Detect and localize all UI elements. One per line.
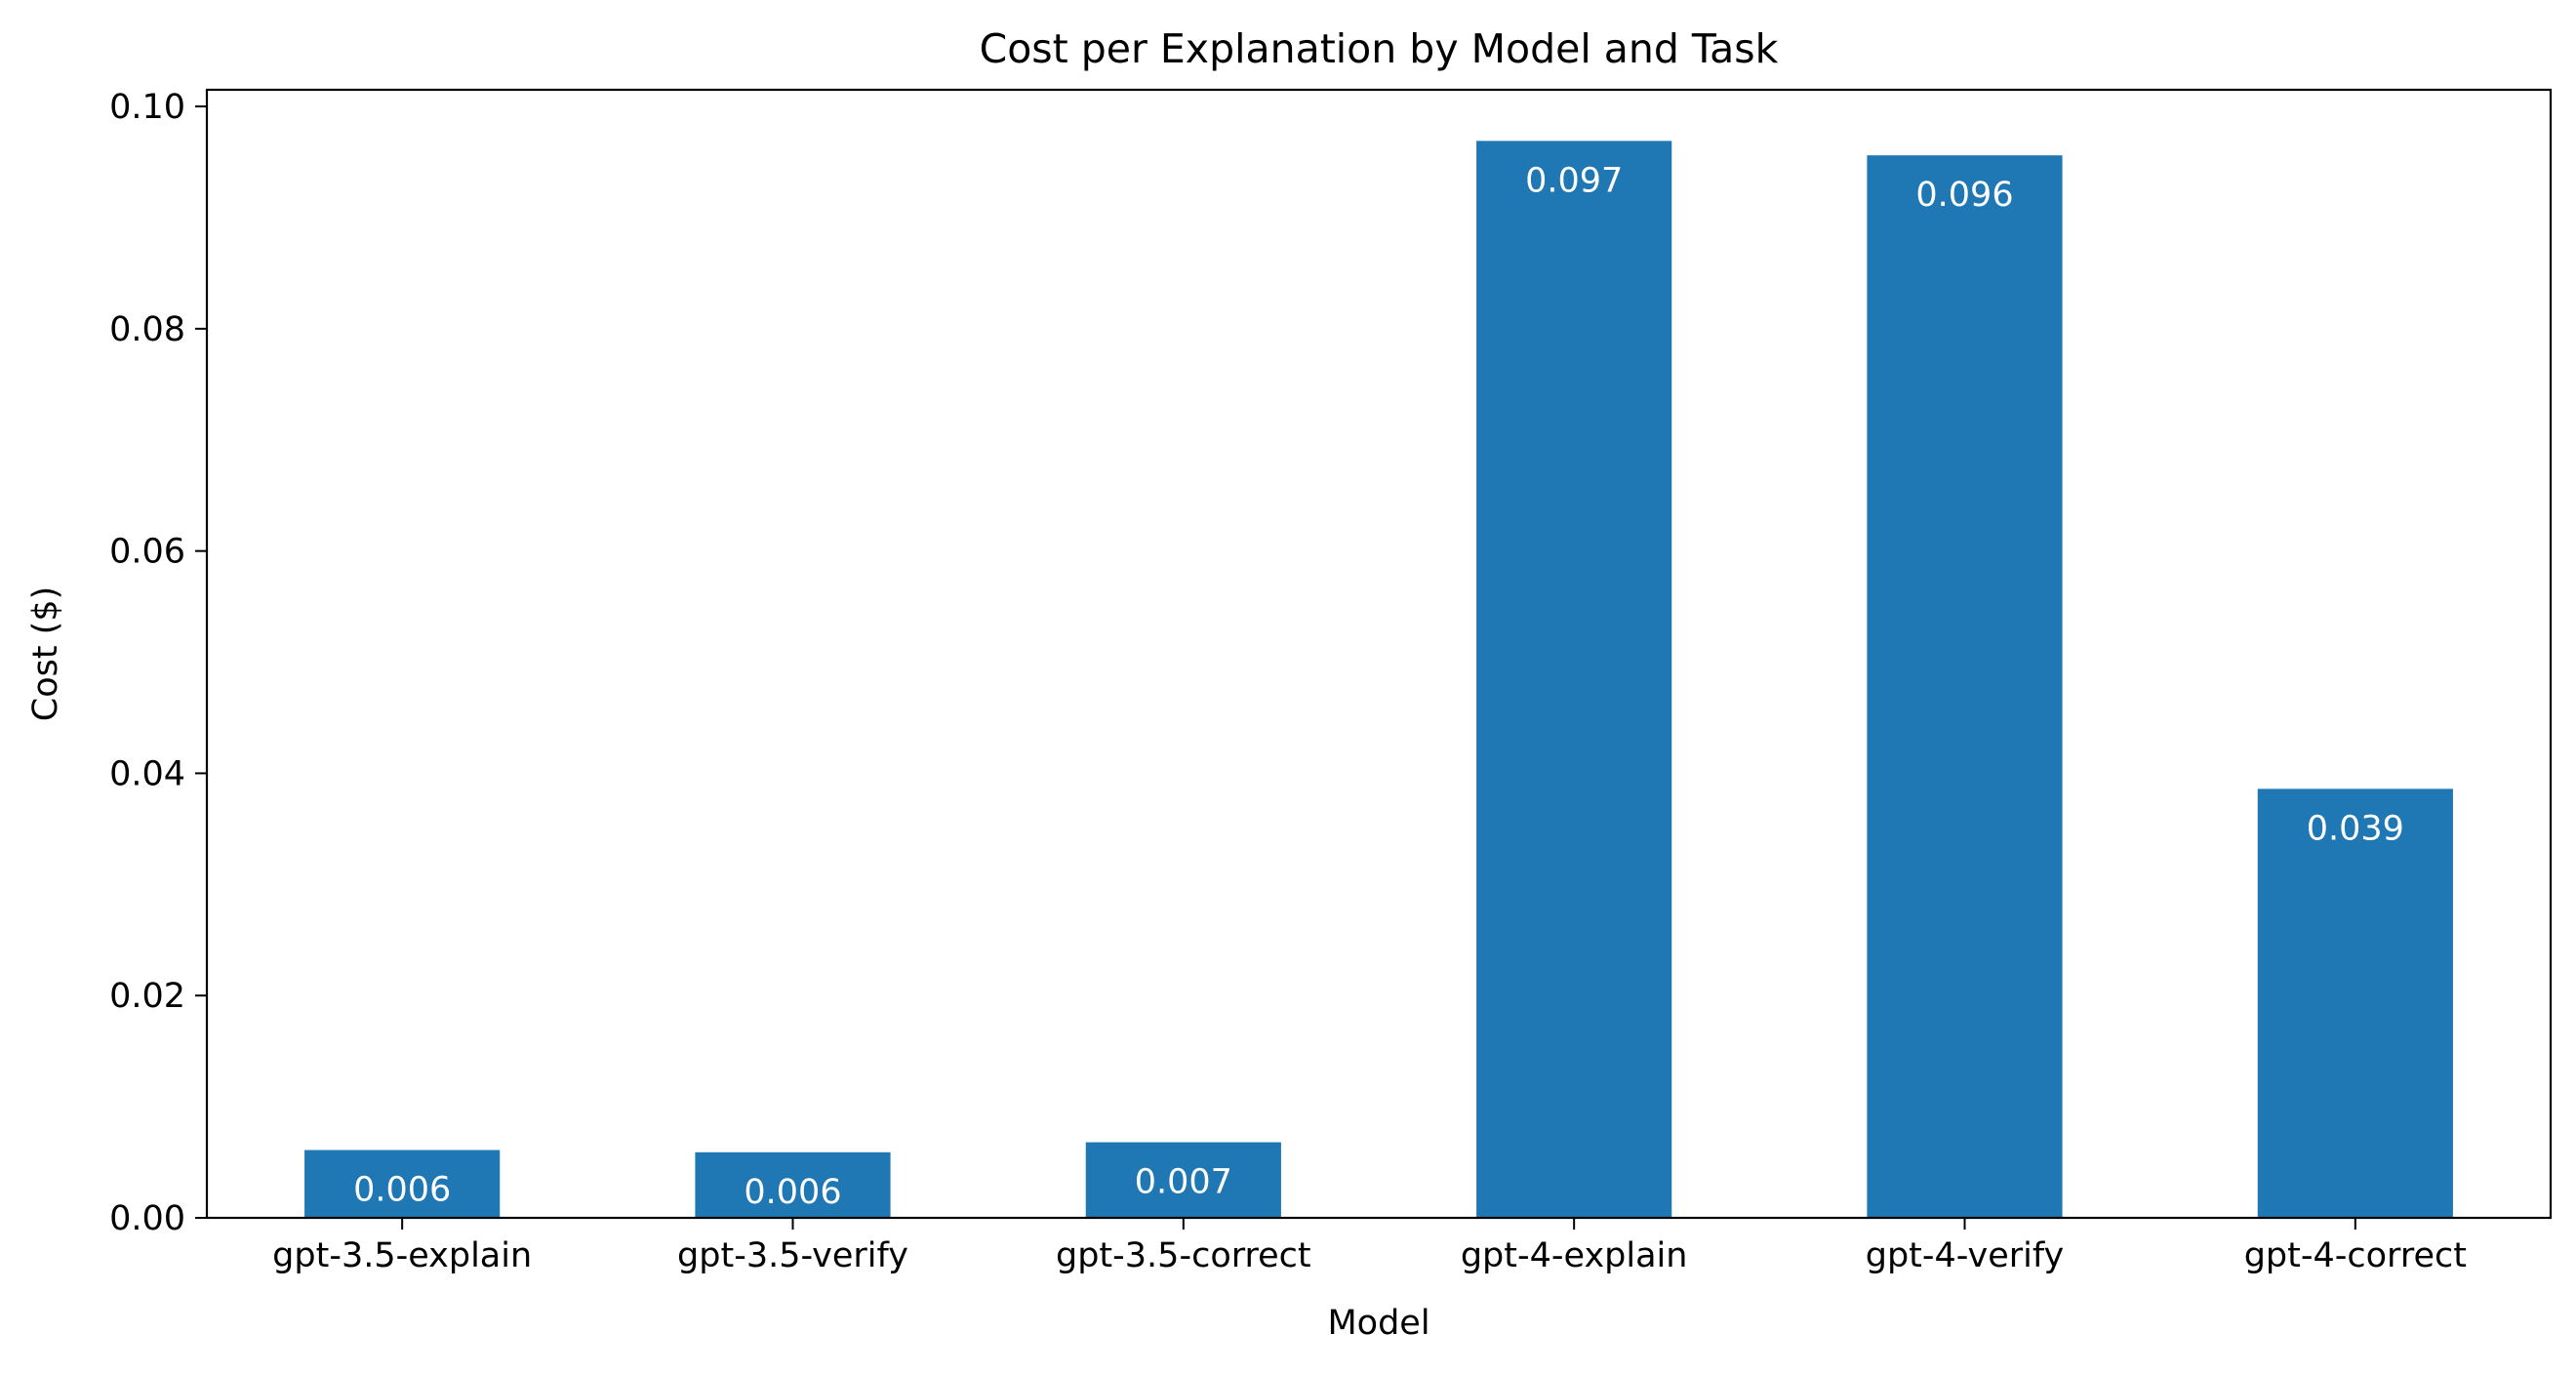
x-tick-label: gpt-3.5-explain <box>272 1236 532 1275</box>
x-tick-label: gpt-3.5-verify <box>677 1236 908 1275</box>
y-tick-label: 0.00 <box>109 1199 185 1238</box>
bar-value-label: 0.039 <box>2307 809 2404 848</box>
x-tick-label: gpt-3.5-correct <box>1056 1236 1311 1275</box>
bar-gpt-4-correct <box>2257 788 2453 1218</box>
bar-gpt-3.5-verify <box>695 1151 891 1218</box>
bar-gpt-4-explain <box>1476 141 1672 1219</box>
x-tick-label: gpt-4-verify <box>1866 1236 2065 1275</box>
chart-title: Cost per Explanation by Model and Task <box>980 25 1779 72</box>
bar-gpt-3.5-explain <box>304 1150 501 1218</box>
y-tick-label: 0.10 <box>109 88 185 127</box>
x-axis: gpt-3.5-explain gpt-3.5-verify gpt-3.5-cor… <box>272 1218 2467 1275</box>
bar-value-label: 0.096 <box>1915 176 2013 215</box>
bar-gpt-4-verify <box>1867 155 2063 1219</box>
y-tick-label: 0.04 <box>109 754 185 793</box>
x-axis-title: Model <box>1327 1304 1429 1343</box>
y-tick-label: 0.06 <box>109 533 185 572</box>
bar-value-label: 0.006 <box>353 1171 451 1210</box>
y-tick-label: 0.02 <box>109 977 185 1016</box>
y-axis: 0.00 0.02 0.04 0.06 0.08 0.10 <box>109 88 207 1238</box>
bars <box>304 141 2453 1219</box>
y-axis-title: Cost ($) <box>26 586 65 722</box>
bar-labels: 0.006 0.006 0.007 0.097 0.096 0.039 <box>353 161 2404 1211</box>
x-tick-label: gpt-4-explain <box>1461 1236 1688 1275</box>
bar-value-label: 0.007 <box>1135 1163 1232 1202</box>
bar-value-label: 0.097 <box>1525 161 1623 200</box>
y-tick-label: 0.08 <box>109 310 185 349</box>
bar-gpt-3.5-correct <box>1085 1142 1281 1218</box>
plot-frame <box>205 88 2553 1220</box>
x-tick-label: gpt-4-correct <box>2244 1236 2467 1275</box>
bar-value-label: 0.006 <box>744 1173 841 1212</box>
